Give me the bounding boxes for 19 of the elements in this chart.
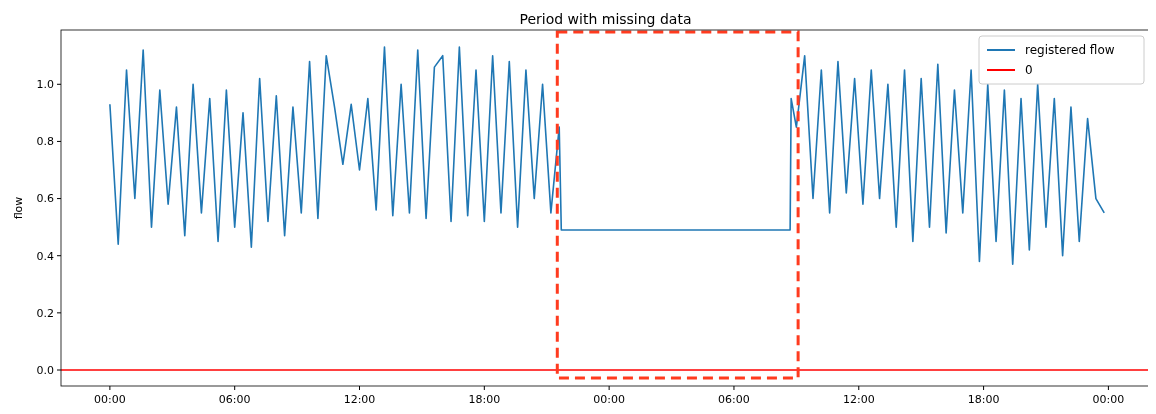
x-tick-label: 18:00 bbox=[468, 393, 501, 406]
y-axis-title: flow bbox=[12, 196, 25, 220]
y-tick-label: 0.8 bbox=[36, 135, 54, 149]
legend-label: 0 bbox=[1025, 63, 1033, 78]
chart-title: Period with missing data bbox=[519, 11, 692, 27]
y-tick-label: 0.0 bbox=[36, 363, 54, 377]
legend-label: registered flow bbox=[1025, 43, 1115, 58]
y-tick-label: 0.4 bbox=[36, 249, 54, 263]
x-tick-label: 18:00 bbox=[967, 393, 1000, 406]
x-tick-label: 00:00 bbox=[593, 393, 625, 406]
x-tick-label: 06:00 bbox=[718, 393, 750, 406]
y-tick-label: 0.6 bbox=[36, 192, 54, 206]
x-tick-label: 12:00 bbox=[842, 393, 875, 406]
y-tick-label: 0.2 bbox=[36, 306, 54, 320]
x-tick-label: 06:00 bbox=[218, 393, 251, 406]
x-tick-label: 12:00 bbox=[343, 393, 376, 406]
x-tick-label: 00:00 bbox=[1092, 393, 1125, 406]
y-tick-label: 1.0 bbox=[36, 78, 54, 92]
x-tick-label: 00:00 bbox=[94, 393, 126, 406]
